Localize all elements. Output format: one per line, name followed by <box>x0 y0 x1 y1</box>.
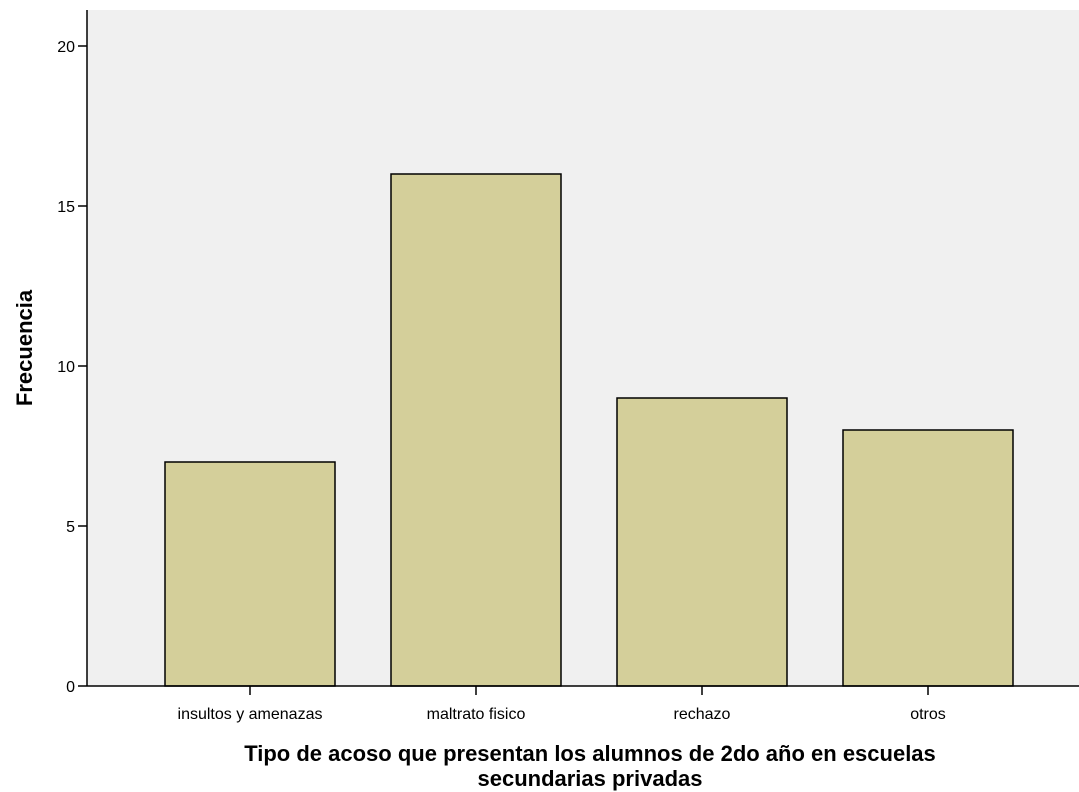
y-tick-label: 20 <box>57 39 75 56</box>
x-tick-label: rechazo <box>674 706 731 723</box>
x-axis-title-line-2: secundarias privadas <box>477 766 702 791</box>
x-axis-title-line-1: Tipo de acoso que presentan los alumnos … <box>244 741 936 766</box>
y-ticks-group: 0 5 10 15 20 <box>57 39 87 696</box>
x-tick-label: otros <box>910 706 946 723</box>
y-axis-title: Frecuencia <box>12 289 37 406</box>
bar-1 <box>390 173 562 687</box>
x-ticks-group: insultos y amenazas maltrato fisico rechaz… <box>178 686 946 723</box>
bars-group <box>164 173 1014 687</box>
y-tick-label: 5 <box>66 519 75 536</box>
x-tick-label: maltrato fisico <box>427 706 526 723</box>
bar-2 <box>616 397 788 687</box>
bar-3 <box>842 429 1014 687</box>
y-tick-label: 10 <box>57 359 75 376</box>
x-tick-label: insultos y amenazas <box>178 706 323 723</box>
bar-0 <box>164 461 336 687</box>
y-tick-label: 0 <box>66 679 75 696</box>
y-tick-label: 15 <box>57 199 75 216</box>
